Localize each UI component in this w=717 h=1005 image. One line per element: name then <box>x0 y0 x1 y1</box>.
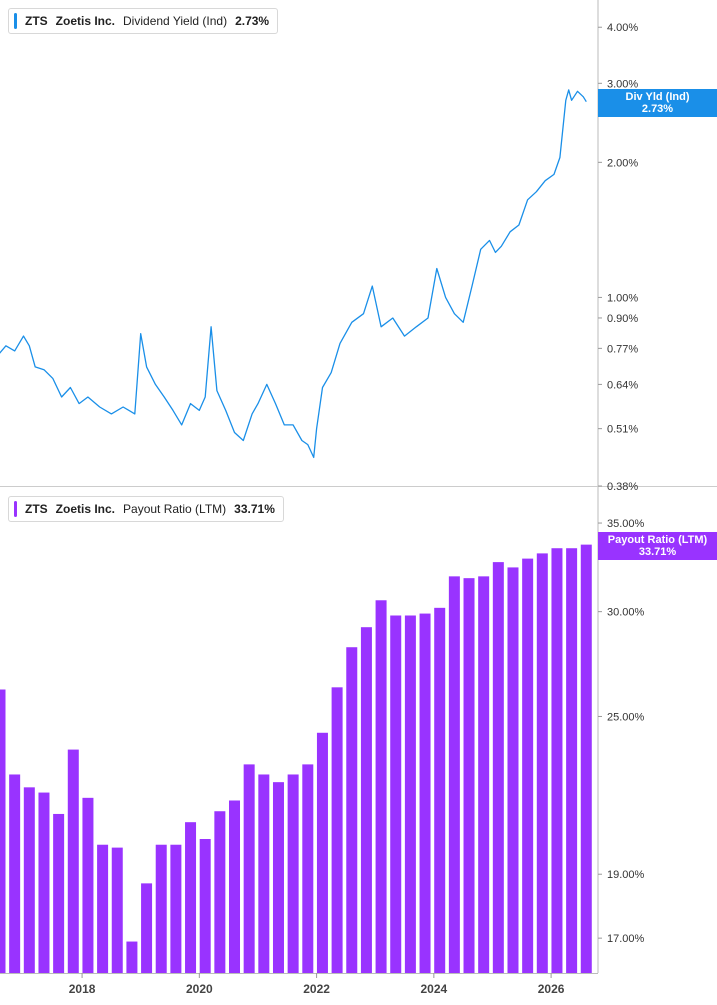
payout-bar <box>463 578 475 973</box>
payout-bar <box>448 576 460 973</box>
x-tick-label: 2018 <box>69 982 96 996</box>
payout-bars <box>0 544 592 973</box>
payout-bar <box>536 553 548 973</box>
payout-bar <box>111 847 123 973</box>
payout-bar <box>551 548 563 973</box>
payout-bar <box>141 883 153 973</box>
x-tick-label: 2022 <box>303 982 330 996</box>
payout-bar <box>258 774 270 973</box>
payout-bar <box>360 627 372 973</box>
yield-tag-value: 2.73% <box>641 102 674 115</box>
payout-tag-label: Payout Ratio (LTM) <box>607 533 708 546</box>
payout-bar <box>53 813 65 973</box>
yield-legend[interactable]: ZTS Zoetis Inc. Dividend Yield (Ind) 2.7… <box>8 8 279 34</box>
payout-bar <box>9 774 21 973</box>
yield-y-axis: 4.00% 3.00% 2.00% 1.00% 0.90% 0.77% 0.64% 0.51%… <box>598 22 638 493</box>
payout-legend-company: Zoetis Inc. <box>55 502 116 516</box>
yield-series <box>0 89 587 459</box>
payout-bar <box>38 792 50 973</box>
yield-legend-company: Zoetis Inc. <box>55 14 116 28</box>
payout-bar <box>67 749 79 973</box>
x-axis: 2018 2020 2022 2024 2026 <box>69 973 565 996</box>
payout-bar <box>390 615 402 973</box>
payout-bar <box>0 689 6 973</box>
yield-line <box>0 89 587 459</box>
payout-bar <box>492 562 504 973</box>
payout-bar <box>82 797 94 973</box>
payout-legend[interactable]: ZTS Zoetis Inc. Payout Ratio (LTM) 33.71… <box>8 496 284 522</box>
payout-bar <box>23 787 35 973</box>
payout-legend-ticker: ZTS <box>25 502 48 516</box>
payout-y-axis: 35.00% 30.00% 25.00% 19.00% 17.00% <box>598 518 645 945</box>
payout-bar <box>434 607 446 973</box>
payout-bar <box>580 544 592 973</box>
payout-bar <box>331 687 343 973</box>
payout-legend-metric: Payout Ratio (LTM) <box>123 502 227 516</box>
yield-legend-ticker: ZTS <box>25 14 48 28</box>
yield-y-tick-label: 3.00% <box>607 78 638 90</box>
payout-bar <box>185 822 197 973</box>
payout-bar <box>346 647 358 973</box>
x-tick-label: 2026 <box>538 982 565 996</box>
payout-bar <box>522 558 534 973</box>
payout-legend-value: 33.71% <box>234 502 275 516</box>
yield-y-tick-label: 4.00% <box>607 22 638 34</box>
payout-bar <box>229 800 241 973</box>
payout-bar <box>272 782 284 973</box>
yield-y-tick-label: 0.77% <box>607 343 638 355</box>
payout-bar <box>419 613 431 973</box>
payout-y-tick-label: 17.00% <box>607 933 645 945</box>
payout-bar <box>126 941 138 973</box>
x-tick-label: 2024 <box>420 982 447 996</box>
payout-bar <box>170 844 182 973</box>
payout-bar <box>302 764 314 973</box>
yield-y-tick-label: 0.51% <box>607 424 638 436</box>
payout-bar <box>243 764 255 973</box>
payout-bar <box>404 615 416 973</box>
payout-y-tick-label: 19.00% <box>607 869 645 881</box>
payout-bar <box>287 774 299 973</box>
yield-legend-swatch <box>14 13 17 29</box>
yield-y-tick-label: 2.00% <box>607 157 638 169</box>
yield-current-tag: Div Yld (Ind) 2.73% <box>598 88 717 117</box>
payout-y-tick-label: 30.00% <box>607 607 645 619</box>
yield-tag-label: Div Yld (Ind) <box>625 90 690 103</box>
payout-bar <box>214 811 226 973</box>
payout-bar <box>507 567 519 973</box>
payout-legend-swatch <box>14 501 17 517</box>
payout-bar <box>375 600 387 973</box>
payout-bar <box>316 732 328 973</box>
x-tick-label: 2020 <box>186 982 213 996</box>
payout-bar <box>97 844 109 973</box>
yield-y-tick-label: 1.00% <box>607 292 638 304</box>
yield-y-tick-label: 0.90% <box>607 313 638 325</box>
payout-y-tick-label: 35.00% <box>607 518 645 530</box>
yield-y-tick-label: 0.64% <box>607 379 638 391</box>
payout-bar <box>478 576 490 973</box>
yield-y-tick-label: 0.38% <box>607 481 638 493</box>
yield-legend-value: 2.73% <box>235 14 270 28</box>
payout-bar <box>155 844 167 973</box>
yield-legend-metric: Dividend Yield (Ind) <box>123 14 228 28</box>
payout-y-tick-label: 25.00% <box>607 711 645 723</box>
payout-tag-value: 33.71% <box>638 545 677 558</box>
payout-current-tag: Payout Ratio (LTM) 33.71% <box>598 531 717 560</box>
payout-bar <box>566 548 578 973</box>
payout-bar <box>199 839 211 973</box>
